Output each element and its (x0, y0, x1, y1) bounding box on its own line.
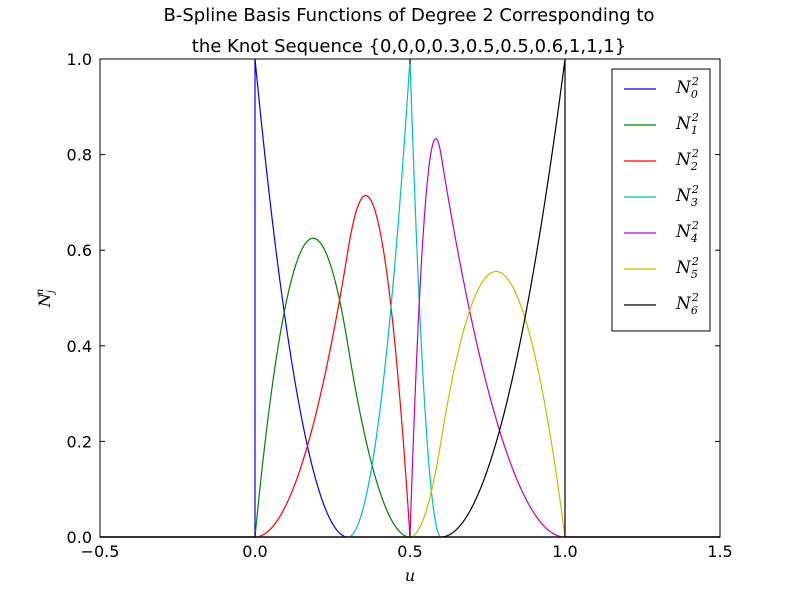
legend-label-5: N52 (675, 255, 699, 281)
chart-title-line-1: B-Spline Basis Functions of Degree 2 Cor… (164, 5, 655, 26)
x-tick-label: −0.5 (81, 542, 120, 561)
x-tick-label: 0.0 (242, 542, 267, 561)
legend-label-2: N22 (675, 147, 699, 173)
legend-label-4: N42 (675, 219, 699, 245)
legend-label-3: N32 (675, 183, 699, 209)
y-tick-label: 0.0 (67, 528, 92, 547)
y-axis-label: Njn (35, 289, 57, 309)
x-tick-label: 0.5 (397, 542, 422, 561)
x-tick-label: 1.5 (707, 542, 732, 561)
legend-box (611, 68, 711, 332)
legend-label-0: N02 (675, 75, 699, 101)
y-tick-label: 1.0 (67, 50, 92, 69)
y-tick-label: 0.4 (67, 337, 92, 356)
tick-layer: −0.5 0.0 0.5 1.0 1.50.00.20.40.60.81.0 (67, 50, 733, 561)
y-tick-label: 0.6 (67, 241, 92, 260)
x-tick-label: 1.0 (552, 542, 577, 561)
legend-label-6: N62 (675, 291, 699, 317)
chart-title-line-2: the Knot Sequence {0,0,0,0.3,0.5,0.5,0.6… (192, 36, 626, 57)
y-tick-label: 0.2 (67, 432, 92, 451)
legend: N02 N12 N22 N32 N42 N52 N62 (611, 68, 711, 332)
x-axis-label: u (405, 566, 415, 585)
legend-label-1: N12 (675, 111, 699, 137)
y-tick-label: 0.8 (67, 146, 92, 165)
